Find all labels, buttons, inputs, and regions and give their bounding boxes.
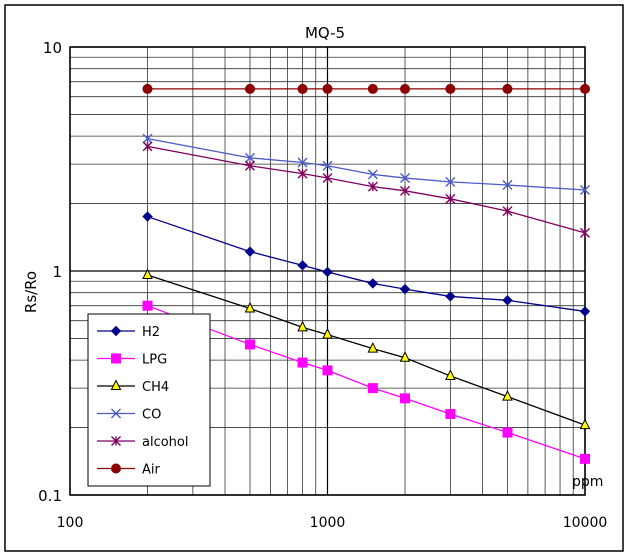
tick-labels: 100 1000 10000 0.1 1 10 [38,39,607,531]
data-point [142,141,153,152]
data-point [445,408,456,419]
data-point [445,369,456,380]
legend-label: CH4 [142,380,169,395]
x-tick-label: 1000 [310,515,346,531]
data-point [297,357,308,368]
series-alcohol [142,141,590,238]
data-point [502,83,513,94]
legend: H2 LPG CH4 CO alcohol Air [87,313,211,487]
data-point [400,185,411,196]
data-point [297,168,308,179]
data-point [322,327,333,339]
data-point [367,278,379,289]
data-point [142,268,153,279]
legend-label: Air [142,463,161,478]
series-air [142,83,590,94]
data-point [367,169,378,180]
legend-label: H2 [142,325,160,340]
data-point [502,180,513,191]
legend-item-co: CO [97,408,161,423]
legend-item-air: Air [97,463,161,478]
data-point [111,353,121,364]
data-point [445,176,456,187]
data-point [111,463,121,474]
data-point [297,320,308,332]
data-point [142,300,153,311]
data-point [244,83,255,94]
data-point [502,295,513,306]
data-point [111,408,121,419]
data-point [502,427,513,438]
data-point [297,260,308,271]
data-point [244,339,255,350]
series-layer [142,83,591,464]
data-point [400,83,411,94]
legend-label: CO [142,408,161,423]
plot-border [69,46,586,496]
axis-labels: MQ-5 Rs/Ro ppm [22,24,603,490]
legend-item-h2: H2 [97,325,160,340]
data-point [580,227,590,238]
data-point [580,453,590,464]
data-point [445,291,456,302]
data-point [110,325,122,337]
data-point [322,266,333,278]
data-point [110,379,122,390]
data-point [244,246,256,257]
data-point [579,418,591,430]
series-h2 [142,211,591,317]
data-point [322,365,333,376]
x-unit-label: ppm [572,474,603,490]
legend-item-alcohol: alcohol [97,435,188,450]
data-point [367,83,378,94]
data-point [244,160,255,171]
data-point [244,152,255,163]
data-point [399,283,411,295]
legend-item-ch4: CH4 [97,379,169,395]
data-point [400,173,411,184]
legend-item-lpg: LPG [97,353,167,368]
x-tick-label: 100 [57,515,84,531]
legend-box [87,313,211,487]
data-point [142,83,153,94]
data-point [142,211,153,222]
data-point [445,193,456,204]
legend-label: LPG [142,353,167,368]
series-ch4 [142,268,591,430]
data-point [580,83,590,94]
data-point [111,436,121,446]
series-lpg [142,300,590,464]
series-co [142,133,590,195]
data-point [322,173,333,184]
data-point [142,133,153,144]
data-point [367,181,378,192]
data-point [445,83,456,94]
data-point [297,83,308,94]
data-point [322,160,333,171]
data-point [400,393,411,404]
data-point [244,301,256,313]
data-point [322,83,333,94]
data-point [399,351,411,362]
legend-label: alcohol [142,435,188,450]
chart-title: MQ-5 [305,24,345,42]
data-point [367,383,378,394]
data-point [502,389,513,401]
data-point [367,342,379,353]
y-tick-label: 1 [52,263,62,281]
data-point [580,184,590,195]
y-axis-label: Rs/Ro [22,271,40,313]
y-tick-label: 0.1 [38,487,62,505]
data-point [502,206,513,217]
x-tick-label: 10000 [563,515,608,531]
data-point [297,157,308,168]
y-tick-label: 10 [43,39,62,57]
data-point [579,306,591,317]
